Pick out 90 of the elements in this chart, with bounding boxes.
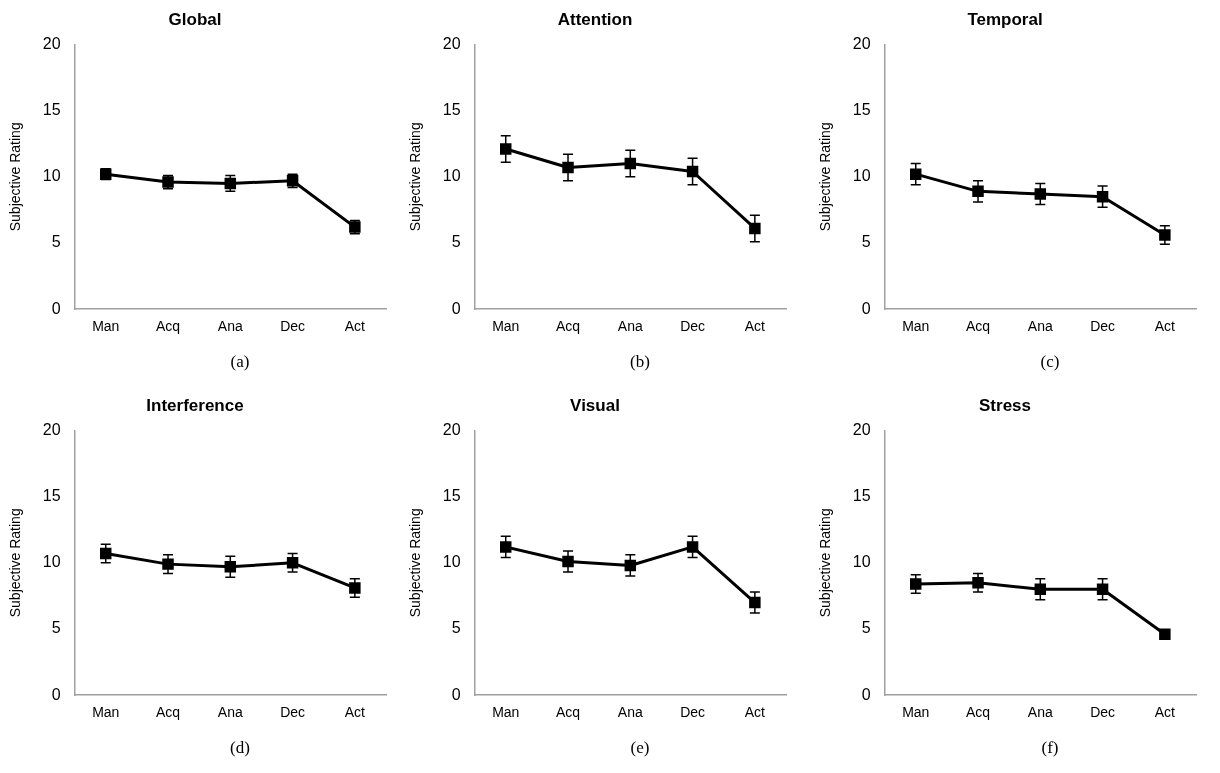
y-tick-label: 20 — [852, 420, 871, 438]
y-tick-label: 0 — [51, 685, 61, 703]
y-tick-label: 20 — [442, 420, 461, 438]
y-tick-label: 10 — [852, 167, 871, 185]
point — [349, 582, 361, 594]
point — [910, 578, 922, 590]
x-tick-label: Dec — [680, 318, 706, 335]
y-tick-label: 15 — [42, 487, 61, 505]
chart-title: Stress — [979, 395, 1031, 415]
y-tick-label: 15 — [42, 101, 61, 119]
y-tick-label: 5 — [451, 233, 461, 251]
y-axis-title: Subjective Rating — [407, 508, 424, 618]
text: (c) — [1039, 352, 1061, 372]
x-tick-label: Acq — [965, 704, 991, 721]
x-tick-label: Ana — [1027, 318, 1053, 335]
x-tick-label: Acq — [555, 704, 581, 721]
y-tick-label: 0 — [861, 299, 871, 317]
y-tick-label: 20 — [852, 34, 871, 52]
point — [1034, 188, 1047, 200]
y-tick-label: 0 — [861, 685, 871, 703]
point — [286, 557, 299, 569]
point — [500, 541, 512, 553]
chart-title: Attention — [557, 9, 633, 29]
y-tick-label: 20 — [42, 420, 61, 438]
x-tick-label: Act — [344, 318, 366, 335]
y-tick-label: 20 — [42, 34, 61, 52]
y-axis-title: Subjective Rating — [7, 508, 24, 618]
y-tick-label: 5 — [861, 233, 871, 251]
point — [686, 541, 699, 553]
y-tick-label: 20 — [442, 34, 461, 52]
y-axis-title: Subjective Rating — [407, 122, 424, 232]
point — [224, 561, 237, 573]
y-tick-label: 5 — [451, 619, 461, 637]
x-tick-label: Act — [344, 704, 366, 721]
x-tick-label: Man — [92, 704, 120, 721]
x-tick-label: Man — [92, 318, 120, 335]
x-tick-label: Man — [902, 318, 930, 335]
y-tick-label: 10 — [42, 553, 61, 571]
chart-title: Temporal — [967, 9, 1043, 29]
x-tick-label: Act — [744, 318, 766, 335]
y-axis-title: Subjective Rating — [817, 508, 834, 618]
y-tick-label: 5 — [51, 233, 61, 251]
chart-title: Interference — [146, 395, 244, 415]
y-tick-label: 5 — [51, 619, 61, 637]
y-tick-label: 0 — [51, 299, 61, 317]
x-tick-label: Ana — [617, 704, 643, 721]
y-axis-title: Subjective Rating — [7, 122, 24, 232]
x-tick-label: Dec — [280, 704, 306, 721]
text: (b) — [629, 352, 651, 372]
x-tick-label: Ana — [1027, 704, 1053, 721]
y-tick-label: 10 — [852, 553, 871, 571]
x-tick-label: Ana — [217, 704, 243, 721]
y-tick-label: 10 — [42, 167, 61, 185]
text: (a) — [229, 352, 251, 372]
x-tick-label: Ana — [617, 318, 643, 335]
x-tick-label: Acq — [555, 318, 581, 335]
x-tick-label: Act — [744, 704, 766, 721]
x-tick-label: Dec — [280, 318, 306, 335]
x-tick-label: Ana — [217, 318, 243, 335]
y-tick-label: 15 — [442, 101, 461, 119]
y-tick-label: 10 — [442, 553, 461, 571]
x-tick-label: Act — [1154, 704, 1176, 721]
x-tick-label: Act — [1154, 318, 1176, 335]
text: (e) — [629, 738, 651, 758]
chart-title: Visual — [570, 395, 620, 415]
point — [162, 558, 174, 570]
point — [1159, 229, 1171, 241]
y-tick-label: 15 — [442, 487, 461, 505]
x-tick-label: Acq — [155, 318, 181, 335]
y-axis-title: Subjective Rating — [817, 122, 834, 232]
x-tick-label: Dec — [1090, 318, 1116, 335]
x-tick-label: Man — [492, 704, 520, 721]
text: (f) — [1040, 738, 1060, 758]
chart-title: Global — [168, 9, 222, 29]
x-tick-label: Acq — [965, 318, 991, 335]
x-tick-label: Acq — [155, 704, 181, 721]
x-tick-label: Man — [492, 318, 520, 335]
x-tick-label: Dec — [1090, 704, 1116, 721]
y-tick-label: 10 — [442, 167, 461, 185]
y-tick-label: 0 — [451, 685, 461, 703]
point — [910, 168, 922, 180]
y-tick-label: 15 — [852, 101, 871, 119]
x-tick-label: Dec — [680, 704, 706, 721]
point — [1159, 628, 1171, 641]
point — [500, 143, 512, 155]
text: (d) — [229, 738, 251, 758]
y-tick-label: 15 — [852, 487, 871, 505]
y-tick-label: 5 — [861, 619, 871, 637]
x-tick-label: Man — [902, 704, 930, 721]
y-tick-label: 0 — [451, 299, 461, 317]
